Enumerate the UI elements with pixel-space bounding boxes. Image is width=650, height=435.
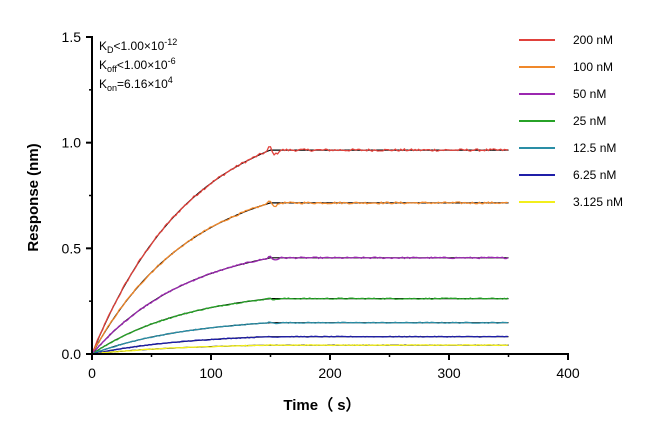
trace-3	[91, 297, 509, 355]
legend: 200 nM 100 nM 50 nM 25 nM 12.5 nM 6.25 nM 3.12…	[519, 33, 623, 209]
kinetics-exp-1: -6	[168, 56, 176, 66]
y-tick-label-0: 0.0	[62, 346, 82, 362]
y-axis-title: Response (nm)	[25, 143, 42, 251]
kinetics-sub-0: D	[107, 45, 114, 55]
x-tick-label-1: 100	[199, 365, 223, 381]
kinetics-line-0: KD<1.00×10-12	[99, 37, 177, 55]
kinetics-mant-2: 6.16×10	[124, 77, 168, 91]
legend-label-3: 25 nM	[573, 114, 606, 128]
legend-label-4: 12.5 nM	[573, 141, 616, 155]
trace-2	[91, 255, 509, 355]
legend-label-1: 100 nM	[573, 60, 613, 74]
x-tick-label-2: 200	[318, 365, 342, 381]
axes: 0 100 200 300 400 0.0 0.5 1.0 1.5 Time（ s） Respons…	[25, 29, 580, 414]
legend-label-0: 200 nM	[573, 33, 613, 47]
y-tick-label-1: 0.5	[62, 240, 82, 256]
trace-1	[91, 200, 508, 355]
legend-label-5: 6.25 nM	[573, 168, 616, 182]
y-tick-label-2: 1.0	[62, 135, 82, 151]
kinetics-base-1: K	[99, 58, 107, 72]
x-tick-label-3: 300	[437, 365, 461, 381]
trace-5	[91, 335, 508, 355]
fit-curve-1	[91, 202, 509, 355]
kinetics-mant-1: 1.00×10	[124, 58, 168, 72]
response-traces	[91, 146, 509, 355]
trace-6	[91, 343, 509, 355]
kinetics-sub-2: on	[107, 83, 117, 93]
fit-curve-2	[91, 257, 509, 355]
x-tick-label-0: 0	[88, 365, 96, 381]
kinetics-exp-0: -12	[164, 37, 177, 47]
kinetics-sub-1: off	[107, 64, 117, 74]
kinetics-base-0: K	[99, 39, 107, 53]
trace-4	[91, 321, 509, 355]
x-tick-label-4: 400	[556, 365, 580, 381]
kinetics-rel-1: <	[117, 58, 124, 72]
kinetics-rel-2: =	[117, 77, 124, 91]
kinetics-line-1: Koff<1.00×10-6	[99, 56, 176, 74]
x-axis-title: Time（ s）	[283, 396, 360, 414]
trace-0	[91, 146, 508, 354]
kinetics-exp-2: 4	[168, 75, 173, 85]
kinetics-line-2: Kon=6.16×104	[99, 75, 173, 93]
kinetics-base-2: K	[99, 77, 107, 91]
kinetics-rel-0: <	[114, 39, 121, 53]
y-tick-label-3: 1.5	[62, 29, 82, 45]
legend-label-6: 3.125 nM	[573, 195, 623, 209]
legend-label-2: 50 nM	[573, 87, 606, 101]
kinetics-mant-0: 1.00×10	[121, 39, 165, 53]
